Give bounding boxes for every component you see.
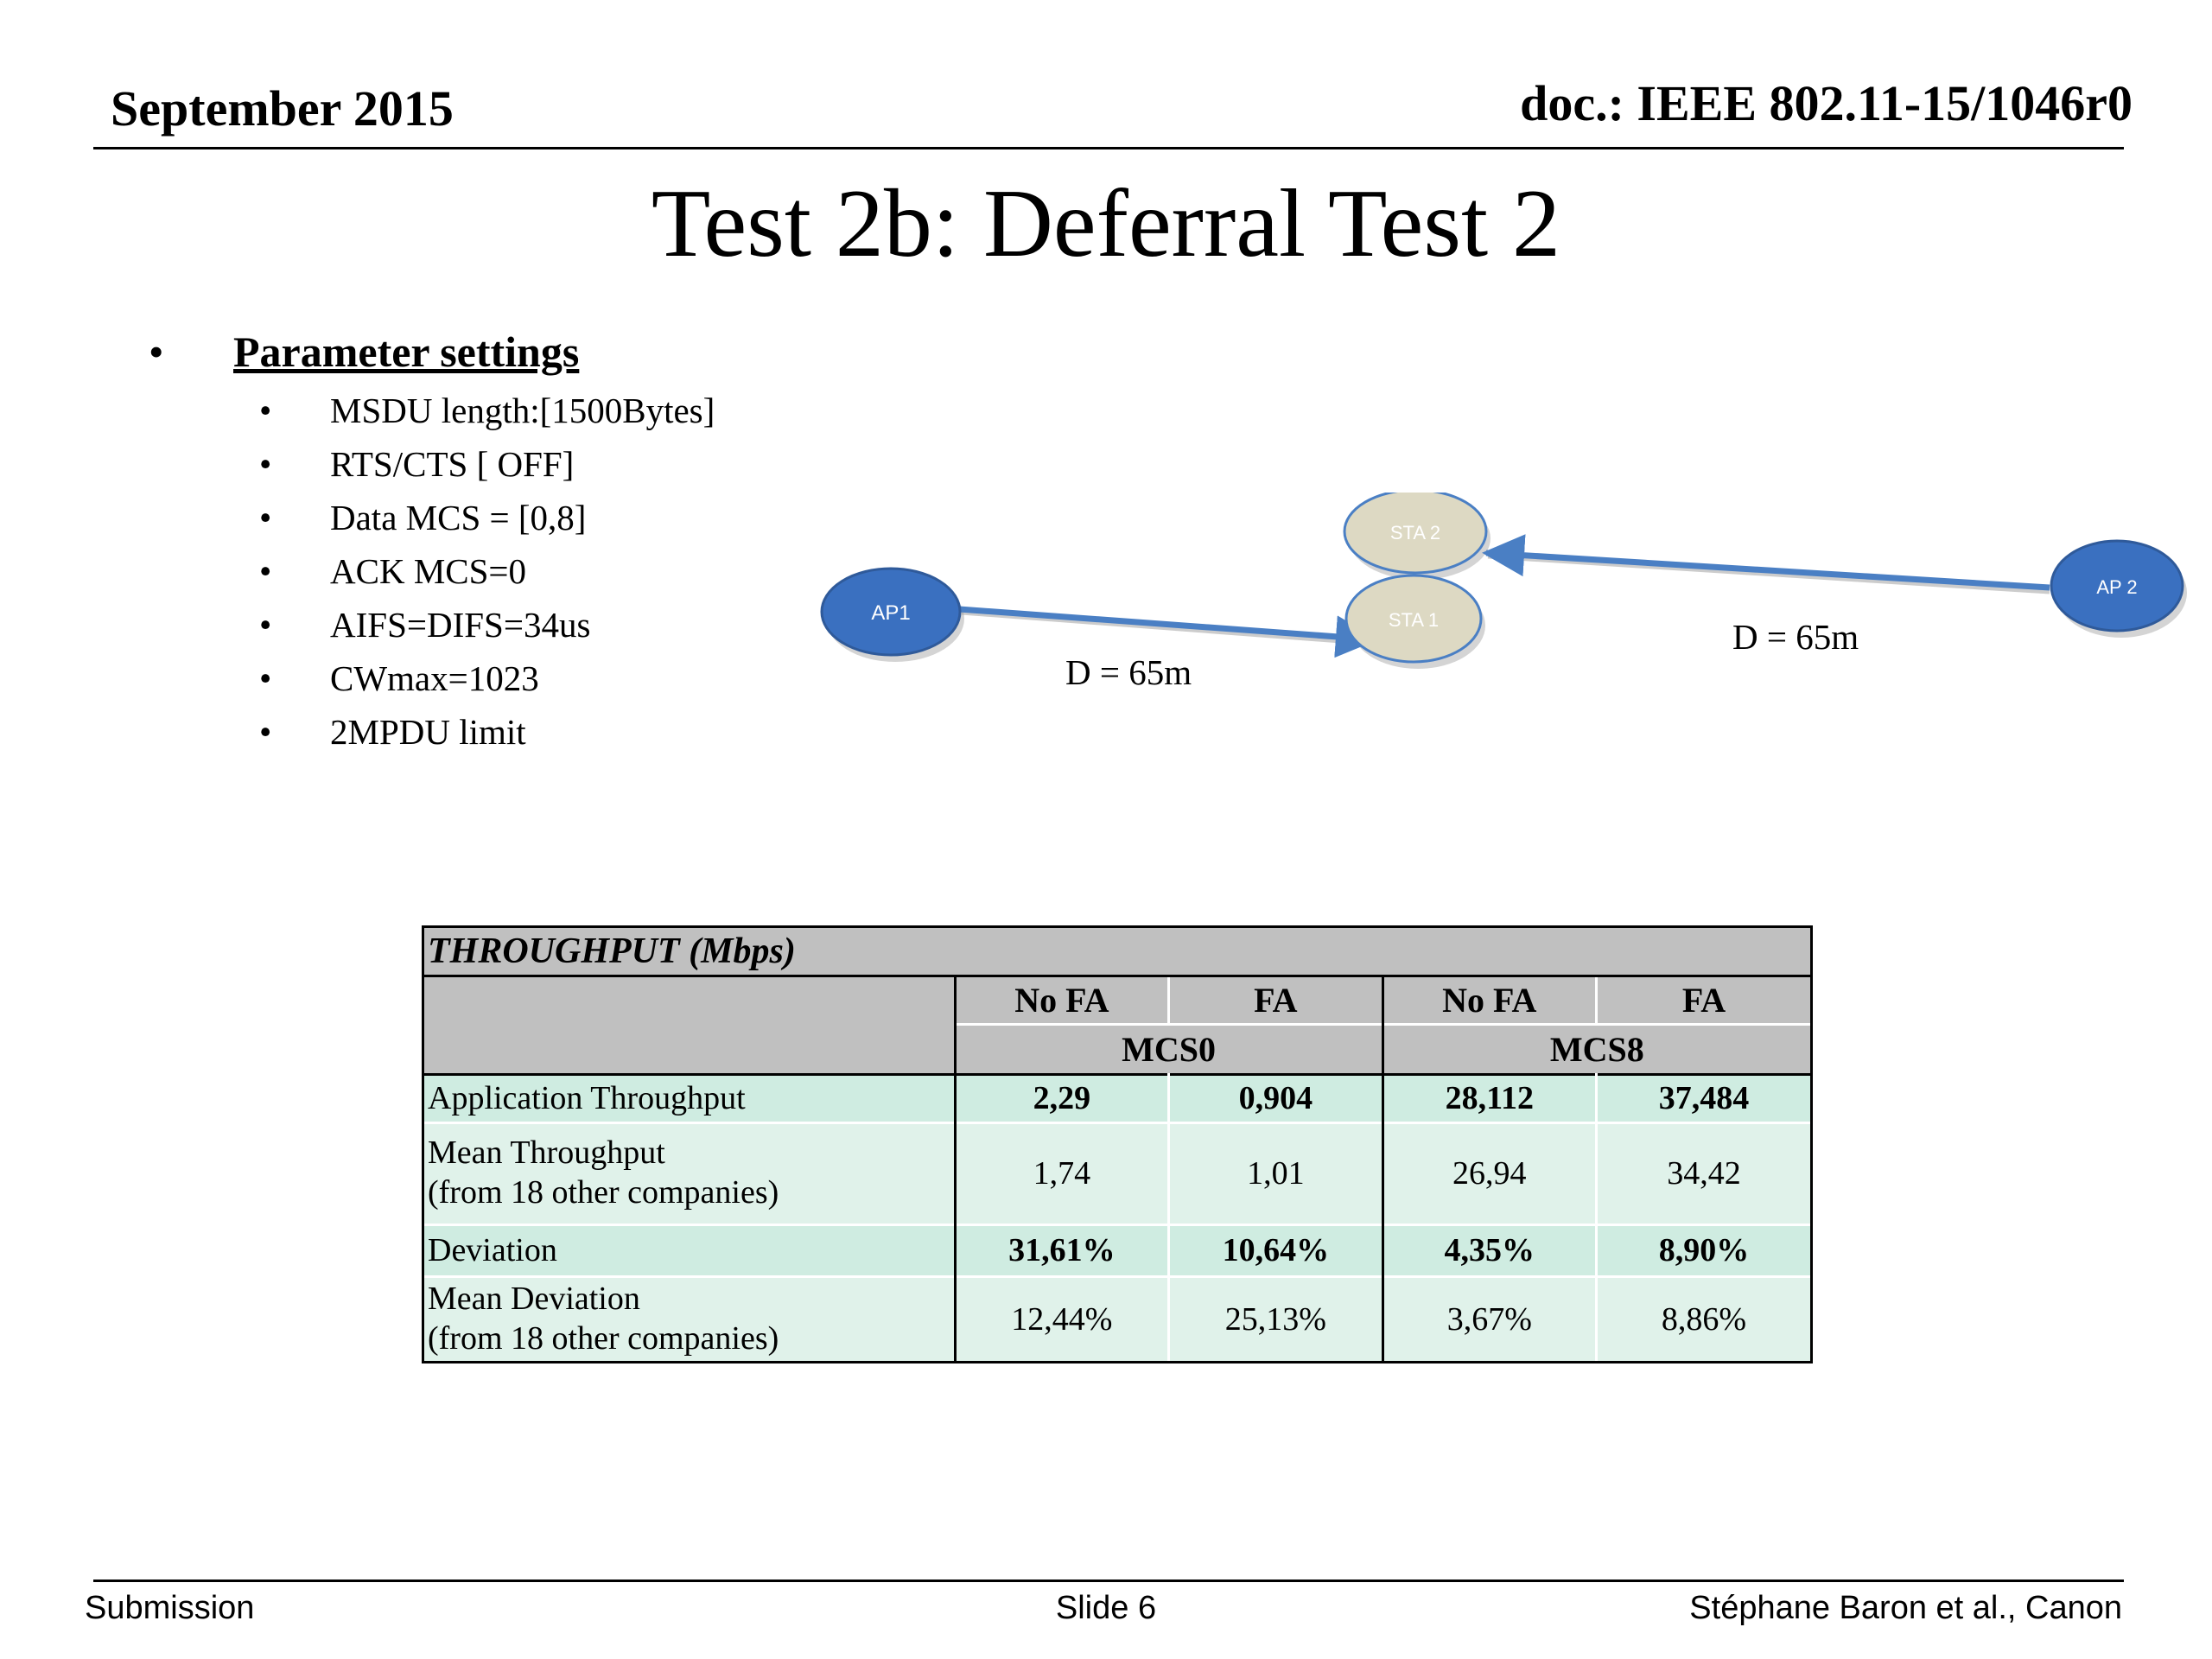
- parameter-text: CWmax=1023: [330, 658, 539, 698]
- table-header-empty: [424, 1022, 957, 1074]
- parameter-settings-label: Parameter settings: [233, 327, 580, 376]
- footer-slide-number: Slide 6: [1055, 1590, 1157, 1626]
- table-cell: 3,67%: [1382, 1276, 1599, 1361]
- bullet-icon: •: [259, 391, 272, 430]
- table-cell: 34,42: [1667, 1155, 1741, 1192]
- table-cell: 0,904: [1168, 1074, 1384, 1122]
- table-row: Mean Throughput (from 18 other companies…: [424, 1122, 1810, 1224]
- distance-left-label: D = 65m: [1065, 652, 1192, 692]
- footer-submission: Submission: [85, 1590, 255, 1626]
- row-label: Deviation: [424, 1224, 957, 1276]
- table-cell: 10,64%: [1168, 1224, 1384, 1276]
- table-mcs-cell: MCS0: [955, 1024, 1384, 1074]
- parameter-text: RTS/CTS [ OFF]: [330, 444, 575, 484]
- bullet-icon: •: [259, 712, 272, 752]
- table-row: Deviation 31,61% 10,64% 4,35% 8,90%: [424, 1224, 1810, 1276]
- parameter-text: AIFS=DIFS=34us: [330, 605, 591, 645]
- parameter-item: • RTS/CTS [ OFF]: [259, 437, 715, 491]
- ap2-label: AP 2: [2096, 576, 2137, 598]
- table-cell: 1,01: [1168, 1122, 1384, 1224]
- sta2-node: [1343, 493, 1488, 575]
- link-ap1-sta1-arrow: [958, 606, 1378, 658]
- table-cell: 8,90%: [1658, 1232, 1750, 1268]
- ap2-node: [2050, 539, 2184, 632]
- row-label-line1: Mean Deviation: [428, 1281, 640, 1318]
- bullet-icon: •: [259, 605, 272, 645]
- parameter-item: • MSDU length:[1500Bytes]: [259, 384, 715, 437]
- bullet-icon: •: [259, 498, 272, 537]
- table-cell: 2,29: [955, 1074, 1171, 1122]
- throughput-table: THROUGHPUT (Mbps) No FA FA No FA FA MCS0…: [422, 925, 1813, 1363]
- table-cell: 25,13%: [1168, 1276, 1384, 1361]
- parameter-text: MSDU length:[1500Bytes]: [330, 391, 715, 430]
- parameter-text: Data MCS = [0,8]: [330, 498, 587, 537]
- sta1-label: STA 1: [1389, 609, 1439, 631]
- row-label: Mean Deviation (from 18 other companies): [424, 1276, 957, 1361]
- table-row: Mean Deviation (from 18 other companies)…: [424, 1276, 1810, 1361]
- bullet-icon: •: [259, 444, 272, 484]
- table-header-cell: FA: [1681, 980, 1726, 1020]
- table-cell: 28,112: [1382, 1074, 1599, 1122]
- header-rule: [93, 147, 2124, 149]
- row-label-line1: Mean Throughput: [428, 1135, 665, 1172]
- table-cell: 4,35%: [1382, 1224, 1599, 1276]
- distance-right-label: D = 65m: [1732, 617, 1859, 657]
- table-header-row: No FA FA No FA FA: [424, 977, 1810, 1024]
- parameter-item: • CWmax=1023: [259, 652, 715, 705]
- table-cell: 1,74: [955, 1122, 1171, 1224]
- row-label: Mean Throughput (from 18 other companies…: [424, 1122, 957, 1224]
- row-label-line2: (from 18 other companies): [428, 1319, 779, 1357]
- parameter-item: • 2MPDU limit: [259, 705, 715, 759]
- table-header-cell: No FA: [1382, 977, 1599, 1024]
- network-diagram: AP1 STA 1 STA 2 AP 2 D = 65m D = 65m: [820, 493, 2187, 692]
- throughput-grid: No FA FA No FA FA MCS0 MCS8 Application …: [424, 977, 1810, 1361]
- sta1-node: [1344, 574, 1483, 664]
- table-cell: 26,94: [1382, 1122, 1599, 1224]
- footer-rule: [93, 1580, 2124, 1582]
- ap1-node: [820, 567, 962, 657]
- table-caption: THROUGHPUT (Mbps): [424, 928, 1810, 977]
- parameter-text: 2MPDU limit: [330, 712, 526, 752]
- parameter-item: • ACK MCS=0: [259, 544, 715, 598]
- table-mcs-row: MCS0 MCS8: [424, 1022, 1810, 1074]
- ap1-label: AP1: [871, 601, 910, 625]
- table-header-cell: No FA: [955, 977, 1171, 1024]
- table-mcs-cell: MCS8: [1549, 1029, 1644, 1069]
- parameter-list: • MSDU length:[1500Bytes] • RTS/CTS [ OFF]…: [259, 384, 715, 759]
- parameter-text: ACK MCS=0: [330, 551, 527, 591]
- row-label: Application Throughput: [424, 1074, 957, 1122]
- bullet-icon: •: [149, 327, 164, 376]
- sta2-label: STA 2: [1390, 522, 1440, 543]
- parameter-item: • AIFS=DIFS=34us: [259, 598, 715, 652]
- table-cell: 31,61%: [955, 1224, 1171, 1276]
- row-label-line2: (from 18 other companies): [428, 1174, 779, 1211]
- table-cell: 8,86%: [1661, 1300, 1747, 1338]
- table-cell: 12,44%: [955, 1276, 1171, 1361]
- slide-title: Test 2b: Deferral Test 2: [651, 170, 1561, 277]
- bullet-icon: •: [259, 551, 272, 591]
- footer-author: Stéphane Baron et al., Canon: [1689, 1590, 2122, 1626]
- bullet-icon: •: [259, 658, 272, 698]
- parameter-settings-heading: • Parameter settings: [149, 327, 579, 377]
- table-cell: 37,484: [1658, 1080, 1750, 1116]
- table-header-empty: [424, 977, 957, 1024]
- header-doc-id: doc.: IEEE 802.11-15/1046r0: [1520, 75, 2133, 131]
- link-ap2-sta2-arrow: [1482, 534, 2050, 591]
- header-date: September 2015: [111, 80, 454, 137]
- table-header-cell: FA: [1168, 977, 1384, 1024]
- parameter-item: • Data MCS = [0,8]: [259, 491, 715, 544]
- table-row: Application Throughput 2,29 0,904 28,112…: [424, 1074, 1810, 1122]
